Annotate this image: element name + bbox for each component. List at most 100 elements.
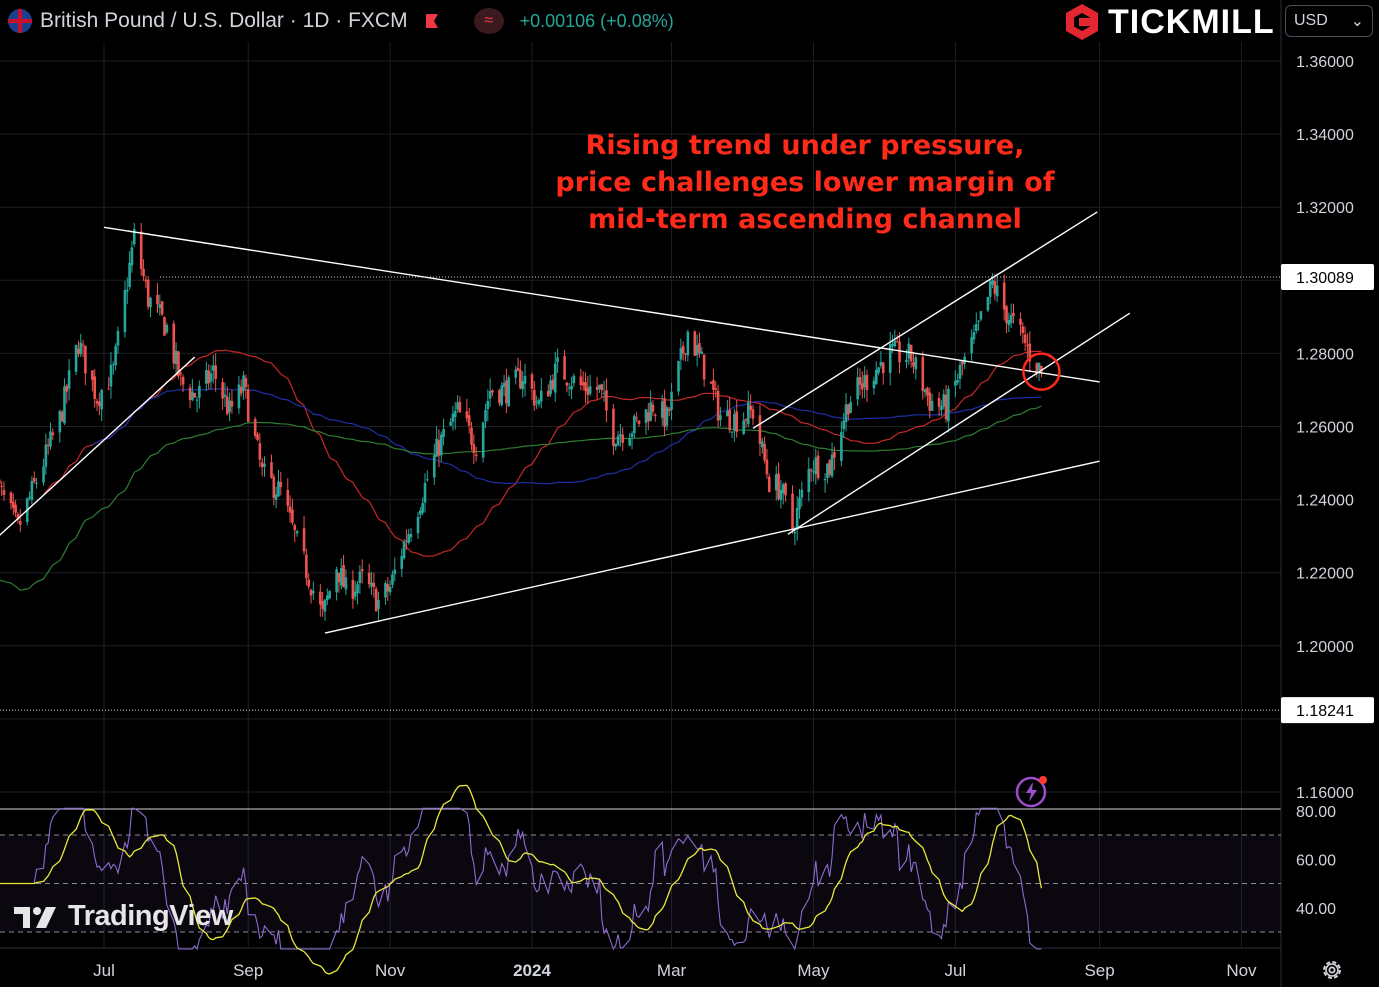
gear-icon[interactable] [1320, 958, 1344, 982]
candle-body [888, 344, 892, 373]
candle [246, 384, 250, 423]
candle-body [319, 591, 322, 605]
candle-body [488, 390, 492, 399]
candle-body [288, 506, 292, 513]
candle [861, 371, 864, 399]
candle-body [567, 387, 571, 389]
candle-body [698, 343, 701, 353]
tradingview-wordmark: TradingView [68, 900, 233, 932]
candle [635, 411, 638, 423]
candle [663, 389, 666, 437]
candle [358, 565, 362, 595]
candle [1021, 321, 1025, 344]
candle [751, 404, 755, 426]
candle-body [730, 431, 734, 433]
gbp-flag-icon [8, 9, 32, 33]
trendline-upper-descending[interactable] [103, 226, 1100, 383]
candle-body [339, 568, 343, 586]
candle [270, 454, 273, 479]
trendline-channel-lower[interactable] [787, 312, 1131, 535]
lightning-icon[interactable] [1015, 774, 1049, 808]
candle-body [581, 382, 585, 386]
candle-body [533, 389, 536, 406]
candle-body [765, 459, 769, 475]
candle [342, 554, 345, 588]
candle [684, 353, 687, 362]
candle-body [470, 427, 473, 445]
candle [612, 404, 615, 455]
y-tick-label: 1.36000 [1296, 54, 1354, 71]
candle [488, 378, 492, 407]
trendline-channel-upper[interactable] [752, 211, 1098, 429]
candle [928, 387, 932, 419]
candle [537, 397, 541, 407]
candle-body [667, 408, 671, 411]
candle-body [144, 279, 148, 282]
candle-body [212, 365, 215, 371]
candle-body [1021, 326, 1025, 334]
candle [391, 570, 394, 589]
candle-body [239, 386, 243, 394]
candle [798, 488, 801, 519]
candle [700, 346, 704, 355]
candle [605, 378, 608, 423]
candle [139, 222, 143, 276]
candle-body [28, 496, 31, 499]
candle-body [621, 434, 625, 443]
candle [291, 498, 294, 526]
candle [616, 430, 620, 446]
candle [79, 333, 83, 358]
x-tick-label: Jul [93, 961, 115, 980]
candle [735, 400, 738, 438]
candle [898, 332, 901, 374]
symbol-title[interactable]: British Pound / U.S. Dollar · 1D · FXCM [40, 9, 408, 32]
candle [498, 388, 501, 406]
candle [842, 412, 845, 438]
candle [465, 398, 469, 423]
candle [1028, 331, 1032, 373]
candle [1019, 312, 1022, 336]
candle [223, 382, 227, 407]
candle-body [686, 331, 690, 356]
candle-body [726, 410, 729, 417]
candle-body [549, 380, 552, 395]
candle [98, 392, 101, 416]
candle [191, 378, 194, 402]
candle-body [563, 356, 566, 380]
trendline-early-rising[interactable] [0, 356, 196, 553]
candle-body [356, 584, 359, 594]
trendline-lower-ascending[interactable] [324, 460, 1100, 634]
candle [516, 357, 520, 372]
candle-body [402, 541, 406, 559]
candle-body [149, 297, 152, 308]
candle [698, 332, 701, 358]
symbol-header[interactable]: British Pound / U.S. Dollar · 1D · FXCM … [8, 6, 674, 36]
candle [242, 371, 245, 400]
candle [419, 507, 422, 519]
price-candles [0, 222, 1043, 621]
candle [256, 432, 259, 442]
candle-body [681, 346, 685, 354]
candle-body [132, 229, 136, 245]
candle [1005, 304, 1008, 334]
candle-body [795, 507, 799, 530]
candle [533, 381, 536, 411]
candle [879, 351, 883, 369]
candle-body [784, 483, 787, 496]
candle-body [128, 262, 131, 288]
candle [198, 380, 201, 409]
candle-body [1005, 306, 1008, 323]
candle-body [360, 569, 364, 572]
candle [991, 273, 994, 289]
candle-body [456, 402, 459, 410]
candle [44, 433, 48, 475]
currency-select[interactable]: USD ⌄ [1285, 5, 1373, 37]
candle-body [921, 356, 925, 391]
candle-body [309, 589, 313, 596]
candle-body [633, 415, 636, 434]
candle [505, 368, 508, 414]
wave-indicator-icon[interactable]: ≈ [473, 8, 504, 34]
candle-body [1028, 343, 1032, 362]
red-flag-icon[interactable] [424, 13, 440, 29]
